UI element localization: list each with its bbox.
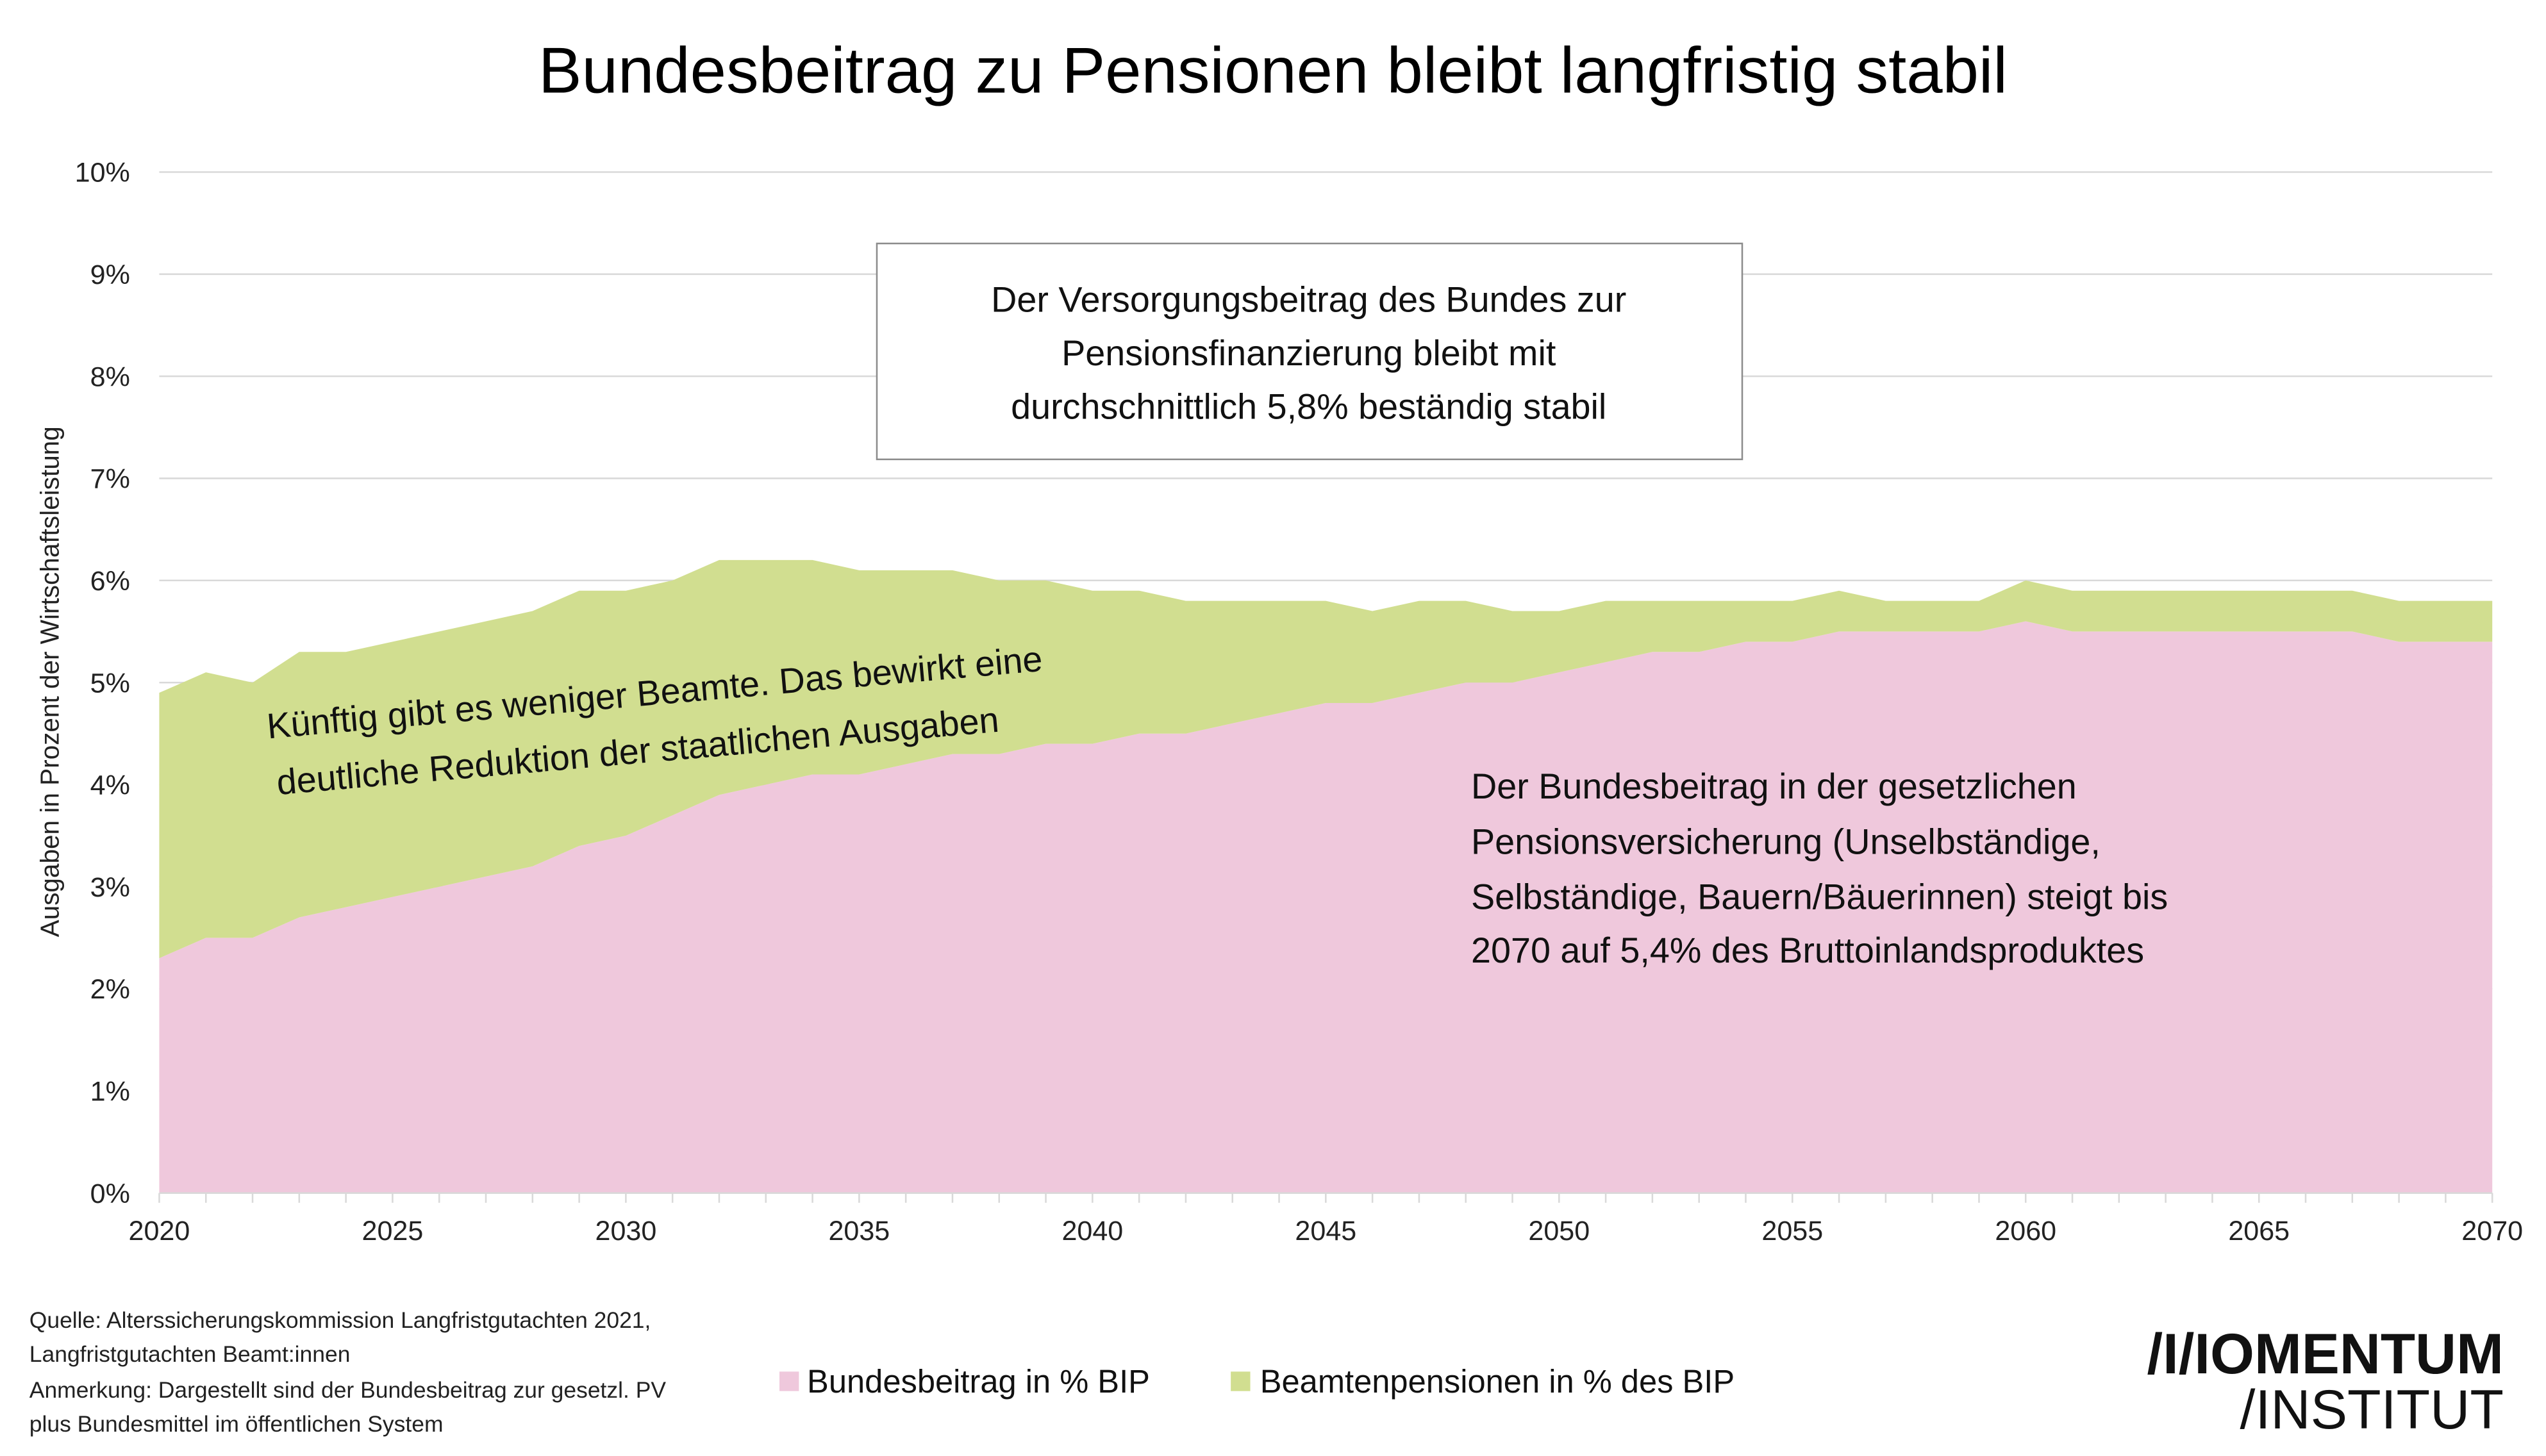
y-tick-label: 4% [90, 770, 130, 801]
pink-annotation-line: 2070 auf 5,4% des Bruttoinlandsproduktes [1471, 931, 2144, 970]
logo-line1: /I/IOMENTUM [2147, 1322, 2503, 1386]
legend: Bundesbeitrag in % BIP Beamtenpensionen … [779, 1363, 1735, 1400]
x-tick-label: 2020 [129, 1216, 190, 1246]
area-series-beamtenpensionen [159, 559, 2493, 959]
box-line: Der Versorgungsbeitrag des Bundes zur [991, 279, 1626, 319]
x-tick-label: 2040 [1061, 1216, 1123, 1246]
x-tick-label: 2065 [2228, 1216, 2290, 1246]
annotation-box: Der Versorgungsbeitrag des Bundes zur Pe… [876, 242, 1743, 461]
source-line: Quelle: Alterssicherungskommission Langf… [29, 1307, 651, 1333]
legend-swatch-bundesbeitrag [779, 1371, 799, 1391]
plot-areas [159, 559, 2493, 1193]
x-tick-label: 2045 [1295, 1216, 1356, 1246]
x-tick-label: 2050 [1528, 1216, 1590, 1246]
y-tick-label: 6% [90, 566, 130, 597]
x-tick-label: 2035 [828, 1216, 890, 1246]
y-tick-label: 3% [90, 872, 130, 903]
pink-annotation-line: Pensionsversicherung (Unselbständige, [1471, 822, 2101, 861]
source-line: plus Bundesmittel im öffentlichen System [29, 1411, 444, 1437]
pink-annotation-line: Der Bundesbeitrag in der gesetzlichen [1471, 766, 2077, 806]
source-line: Anmerkung: Dargestellt sind der Bundesbe… [29, 1377, 667, 1403]
legend-label-beamtenpensionen: Beamtenpensionen in % des BIP [1260, 1363, 1735, 1400]
pink-annotation-line: Selbständige, Bauern/Bäuerinnen) steigt … [1471, 877, 2168, 916]
y-tick-label: 9% [90, 260, 130, 290]
momentum-logo: /I/IOMENTUM /INSTITUT [2147, 1322, 2503, 1441]
x-tick-label: 2060 [1995, 1216, 2056, 1246]
logo-line2: /INSTITUT [2240, 1379, 2504, 1441]
chart-title: Bundesbeitrag zu Pensionen bleibt langfr… [538, 34, 2008, 106]
pink-annotation: Der Bundesbeitrag in der gesetzlichen Pe… [1471, 766, 2168, 970]
y-tick-label: 10% [75, 158, 130, 188]
x-tick-label: 2055 [1761, 1216, 1823, 1246]
y-tick-label: 1% [90, 1077, 130, 1107]
x-tick-label: 2025 [362, 1216, 424, 1246]
y-tick-label: 0% [90, 1179, 130, 1209]
y-axis-label: Ausgaben in Prozent der Wirtschaftsleist… [35, 426, 64, 937]
source-line: Langfristgutachten Beamt:innen [29, 1341, 351, 1367]
y-tick-label: 5% [90, 668, 130, 699]
y-tick-label: 7% [90, 464, 130, 495]
legend-label-bundesbeitrag: Bundesbeitrag in % BIP [807, 1363, 1150, 1400]
box-line: Pensionsfinanzierung bleibt mit [1061, 333, 1556, 373]
x-axis-ticks: 2020 2025 2030 2035 2040 2045 2050 2055 2060 2065… [129, 1192, 2523, 1246]
x-tick-label: 2070 [2461, 1216, 2523, 1246]
box-line: durchschnittlich 5,8% beständig stabil [1011, 386, 1606, 426]
legend-swatch-beamtenpensionen [1231, 1371, 1251, 1391]
y-tick-label: 8% [90, 361, 130, 392]
source-note: Quelle: Alterssicherungskommission Langf… [29, 1307, 667, 1437]
y-tick-label: 2% [90, 974, 130, 1005]
area-series-bundesbeitrag [159, 621, 2493, 1193]
y-axis-ticks: 0% 1% 2% 3% 4% 5% 6% 7% 8% 9% 10% [75, 158, 130, 1209]
x-tick-label: 2030 [595, 1216, 657, 1246]
